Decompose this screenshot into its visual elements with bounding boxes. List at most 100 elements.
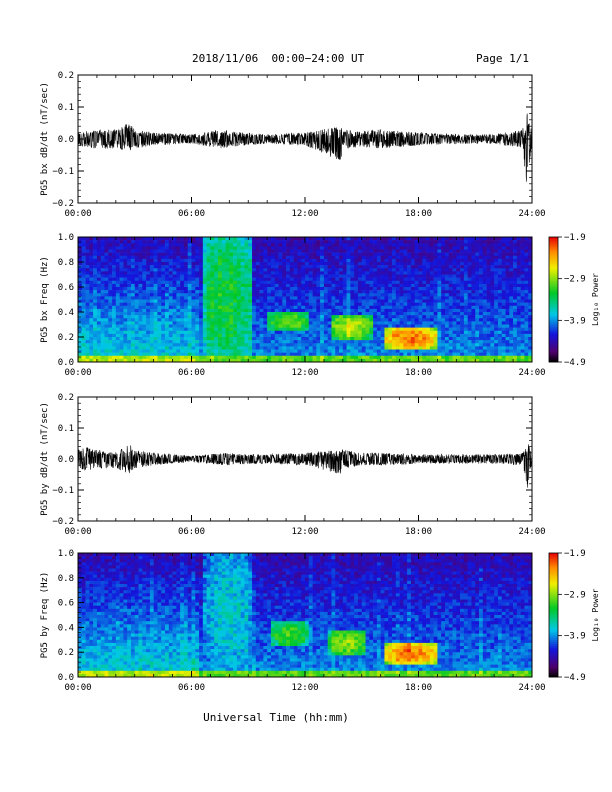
- spectrogram-cell: [248, 355, 253, 360]
- spectrogram-cell: [89, 243, 94, 247]
- spectrogram-cell: [339, 312, 344, 316]
- spectrogram-cell: [448, 255, 453, 260]
- spectrogram-cell: [146, 249, 151, 253]
- spectrogram-cell: [142, 293, 147, 297]
- spectrogram-cell: [157, 312, 162, 316]
- spectrogram-cell: [516, 255, 521, 260]
- spectrogram-cell: [146, 352, 151, 357]
- spectrogram-cell: [157, 283, 162, 288]
- spectrogram-cell: [153, 346, 158, 350]
- spectrogram-cell: [149, 349, 154, 353]
- spectrogram-cell: [497, 355, 503, 360]
- spectrogram-cell: [233, 358, 238, 363]
- spectrogram-cell: [134, 327, 139, 332]
- spectrogram-cell: [354, 358, 359, 363]
- spectrogram-cell: [312, 299, 317, 303]
- spectrogram-cell: [339, 358, 344, 363]
- spectrogram-cell: [320, 240, 325, 244]
- spectrogram-cell: [357, 305, 363, 310]
- spectrogram-cell: [513, 308, 518, 313]
- spectrogram-cell: [354, 262, 359, 266]
- spectrogram-cell: [323, 299, 328, 303]
- spectrogram-cell: [138, 321, 143, 325]
- spectrogram-cell: [146, 346, 151, 350]
- spectrogram-cell: [104, 296, 109, 300]
- spectrogram-cell: [346, 287, 351, 291]
- spectrogram-cell: [89, 246, 94, 250]
- spectrogram-cell: [93, 327, 98, 332]
- spectrogram-cell: [361, 355, 366, 360]
- spectrogram-cell: [497, 308, 503, 313]
- spectrogram-cell: [429, 302, 434, 307]
- spectrogram-cell: [286, 293, 291, 297]
- spectrogram-cell: [437, 315, 442, 319]
- spectrogram-cell: [320, 277, 325, 282]
- spectrogram-cell: [195, 268, 200, 272]
- spectrogram-cell: [354, 293, 359, 297]
- spectrogram-cell: [323, 268, 328, 272]
- spectrogram-cell: [509, 237, 514, 241]
- spectrogram-cell: [490, 352, 495, 357]
- spectrogram-cell: [422, 287, 427, 291]
- spectrogram-cell: [183, 252, 189, 257]
- spectrogram-cell: [149, 258, 154, 263]
- spectrogram-cell: [176, 321, 181, 325]
- spectrogram-cell: [202, 315, 207, 319]
- spectrogram-cell: [365, 321, 370, 325]
- spectrogram-cell: [452, 252, 457, 257]
- spectrogram-cell: [433, 246, 438, 250]
- spectrogram-cell: [444, 277, 450, 282]
- spectrogram-cell: [316, 255, 321, 260]
- spectrogram-cell: [471, 252, 476, 257]
- spectrogram-cell: [308, 268, 313, 272]
- spectrogram-cell: [361, 246, 366, 250]
- spectrogram-cell: [127, 252, 132, 257]
- spectrogram-cell: [422, 330, 427, 335]
- spectrogram-cell: [146, 280, 151, 285]
- spectrogram-cell: [323, 315, 328, 319]
- spectrogram-cell: [369, 324, 374, 328]
- spectrogram-cell: [157, 346, 162, 350]
- spectrogram-cell: [471, 308, 476, 313]
- spectrogram-cell: [308, 340, 313, 344]
- spectrogram-cell: [130, 312, 136, 316]
- spectrogram-cell: [301, 312, 306, 316]
- spectrogram-cell: [138, 305, 143, 310]
- spectrogram-cell: [270, 246, 276, 250]
- spectrogram-cell: [112, 271, 117, 275]
- spectrogram-cell: [89, 290, 94, 294]
- spectrogram-cell: [327, 340, 332, 344]
- spectrogram-cell: [187, 318, 192, 322]
- spectrogram-cell: [331, 240, 336, 244]
- spectrogram-cell: [244, 262, 249, 266]
- spectrogram-cell: [286, 271, 291, 275]
- spectrogram-cell: [452, 255, 457, 260]
- spectrogram-cell: [456, 237, 461, 241]
- spectrogram-cell: [479, 337, 484, 341]
- spectrogram-cell: [444, 268, 450, 272]
- spectrogram-cell: [448, 349, 453, 353]
- spectrogram-cell: [441, 321, 446, 325]
- spectrogram-cell: [138, 280, 143, 285]
- spectrogram-cell: [516, 343, 521, 347]
- spectrogram-cell: [305, 305, 310, 310]
- spectrogram-cell: [471, 358, 476, 363]
- spectrogram-cell: [187, 268, 192, 272]
- spectrogram-cell: [301, 327, 306, 332]
- spectrogram-cell: [490, 318, 495, 322]
- spectrogram-cell: [516, 262, 521, 266]
- spectrogram-cell: [479, 296, 484, 300]
- spectrogram-cell: [365, 349, 370, 353]
- spectrogram-cell: [202, 240, 207, 244]
- spectrogram-cell: [361, 296, 366, 300]
- spectrogram-cell: [316, 258, 321, 263]
- spectrogram-cell: [293, 352, 298, 357]
- spectrogram-cell: [202, 346, 207, 350]
- spectrogram-cell: [475, 355, 480, 360]
- spectrogram-cell: [244, 299, 249, 303]
- spectrogram-cell: [157, 305, 162, 310]
- spectrogram-cell: [516, 277, 521, 282]
- spectrogram-cell: [339, 330, 344, 335]
- spectrogram-cell: [248, 349, 253, 353]
- spectrogram-cell: [448, 302, 453, 307]
